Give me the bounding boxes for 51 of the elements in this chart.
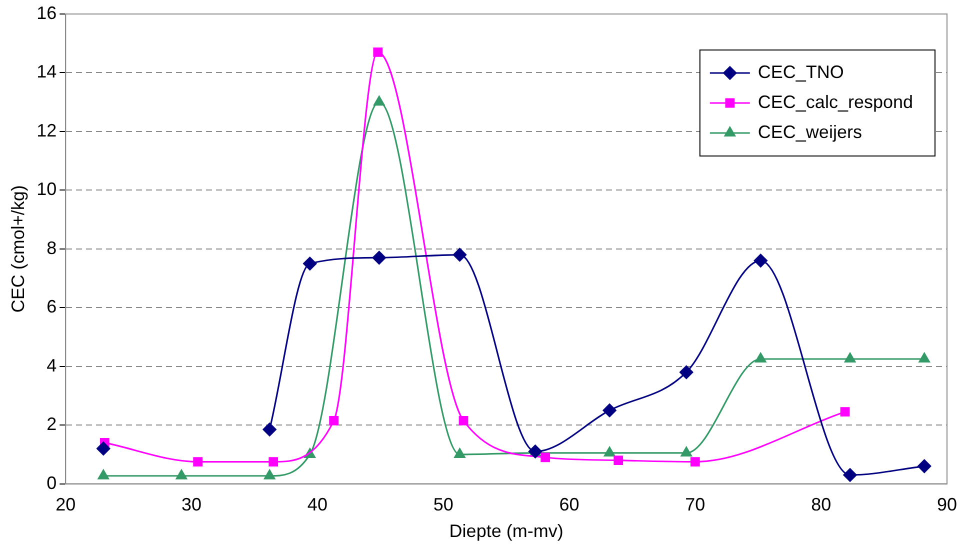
x-axis-title: Diepte (m-mv): [449, 521, 564, 542]
y-axis-title: CEC (cmol+/kg): [8, 185, 28, 313]
point: [604, 446, 616, 457]
legend-label: CEC_weijers: [758, 122, 862, 142]
x-tick-label: 90: [936, 494, 958, 515]
point: [96, 442, 110, 456]
point: [374, 96, 385, 106]
point: [680, 446, 692, 457]
point: [918, 352, 930, 363]
point: [755, 352, 766, 363]
point: [176, 470, 188, 480]
point: [98, 470, 109, 480]
point: [690, 457, 700, 466]
point: [454, 448, 466, 458]
y-tick-label: 6: [46, 296, 57, 317]
y-tick-label: 2: [46, 414, 57, 434]
x-tick-label: 40: [307, 494, 328, 515]
legend-label: CEC_TNO: [758, 62, 844, 82]
y-tick-label: 8: [46, 238, 57, 258]
point: [262, 422, 276, 436]
x-tick-label: 30: [182, 494, 202, 515]
point: [329, 416, 338, 426]
x-tick-label: 20: [56, 494, 76, 515]
x-tick-label: 60: [559, 494, 580, 515]
point: [602, 404, 616, 418]
x-tick-label: 70: [685, 494, 706, 515]
point: [264, 470, 276, 480]
y-tick-label: 12: [36, 120, 57, 140]
x-tick-label: 50: [433, 494, 454, 515]
point: [372, 250, 386, 265]
y-tick-label: 16: [36, 2, 57, 23]
point: [193, 457, 203, 466]
point: [268, 457, 278, 466]
point: [614, 456, 624, 465]
point: [303, 256, 317, 270]
point: [844, 352, 856, 363]
y-tick-label: 0: [46, 472, 57, 493]
legend-label: CEC_calc_respond: [758, 92, 914, 112]
point: [373, 47, 383, 57]
point: [452, 248, 467, 262]
point: [680, 365, 694, 380]
y-tick-label: 14: [36, 62, 57, 82]
point: [754, 254, 768, 268]
point: [918, 459, 932, 473]
x-tick-label: 80: [811, 494, 832, 515]
point: [540, 452, 550, 462]
point: [843, 468, 857, 482]
point: [840, 407, 850, 417]
y-tick-label: 4: [46, 355, 57, 376]
point: [458, 416, 468, 426]
y-tick-label: 10: [36, 179, 57, 200]
